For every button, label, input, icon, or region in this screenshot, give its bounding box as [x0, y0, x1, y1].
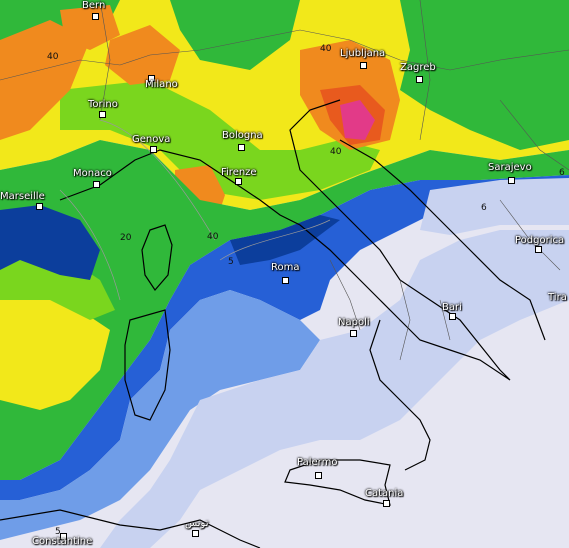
yellow-sardinia-west — [0, 290, 110, 410]
dark-blue-tyrrhenian — [230, 215, 340, 265]
lime-sardinia — [0, 245, 115, 320]
isoline-label: 6 — [559, 168, 565, 178]
city-dot-palermo — [315, 472, 322, 479]
green-belt-alps-2 — [170, 0, 300, 70]
city-dot-constantine — [60, 533, 67, 540]
city-napoli: Napoli — [338, 317, 370, 328]
city-milano: Milano — [145, 79, 178, 90]
city-dot-bologna — [238, 144, 245, 151]
city-genova: Genova — [132, 134, 171, 145]
city-dot-bern — [92, 13, 99, 20]
city-dot-podgorica — [535, 246, 542, 253]
city-dot-zagreb — [416, 76, 423, 83]
isoline-label: 6 — [481, 203, 487, 213]
green-belt-west — [0, 140, 569, 480]
city-torino: Torino — [88, 99, 118, 110]
isoline-label: 40 — [320, 44, 332, 54]
coastlines — [0, 99, 546, 548]
isoline-label: 20 — [120, 233, 132, 243]
city-dot-ljubljana — [360, 62, 367, 69]
city-dot-sarajevo — [508, 177, 515, 184]
city-marseille: Marseille — [0, 191, 45, 202]
city-dot-napoli — [350, 330, 357, 337]
city-tunis: تونس — [185, 518, 209, 529]
orange-patch-milano — [105, 25, 180, 85]
city-bari: Bari — [442, 302, 462, 313]
orange-patch-bern — [60, 5, 120, 50]
city-bern: Bern — [82, 0, 106, 11]
dark-blue-band — [0, 205, 100, 280]
green-balkans — [400, 0, 569, 150]
city-sarajevo: Sarajevo — [488, 162, 532, 173]
isolines — [59, 119, 331, 301]
orange-patch-west — [0, 20, 90, 140]
city-palermo: Palermo — [297, 457, 338, 468]
isoline-label: 5 — [55, 527, 61, 537]
city-roma: Roma — [271, 262, 300, 273]
city-dot-genova — [150, 146, 157, 153]
pale-blue-zone — [100, 230, 569, 548]
city-tirana: Tira — [548, 292, 567, 303]
city-dot-roma — [282, 277, 289, 284]
isoline-label: 40 — [207, 232, 219, 242]
city-ljubljana: Ljubljana — [340, 48, 386, 59]
city-dot-tunis — [192, 530, 199, 537]
city-bologna: Bologna — [222, 130, 263, 141]
city-podgorica: Podgorica — [515, 235, 565, 246]
city-firenze: Firenze — [221, 167, 257, 178]
isoline-label: 5 — [228, 257, 234, 267]
isoline-label: 40 — [47, 52, 59, 62]
city-catania: Catania — [365, 488, 404, 499]
city-dot-torino — [99, 111, 106, 118]
magenta-patch-istria — [340, 100, 375, 140]
city-monaco: Monaco — [73, 168, 112, 179]
city-dot-milano — [148, 75, 155, 82]
city-dot-firenze — [235, 178, 242, 185]
pale-blue-north-balkans — [420, 178, 569, 235]
light-blue-zone — [0, 290, 320, 540]
isoline-label: 40 — [330, 147, 342, 157]
city-dot-monaco — [93, 181, 100, 188]
city-dot-bari — [449, 313, 456, 320]
city-dot-catania — [383, 500, 390, 507]
city-dot-marseille — [36, 203, 43, 210]
city-zagreb: Zagreb — [400, 62, 436, 73]
city-constantine: Constantine — [32, 536, 93, 547]
borders — [0, 0, 569, 361]
